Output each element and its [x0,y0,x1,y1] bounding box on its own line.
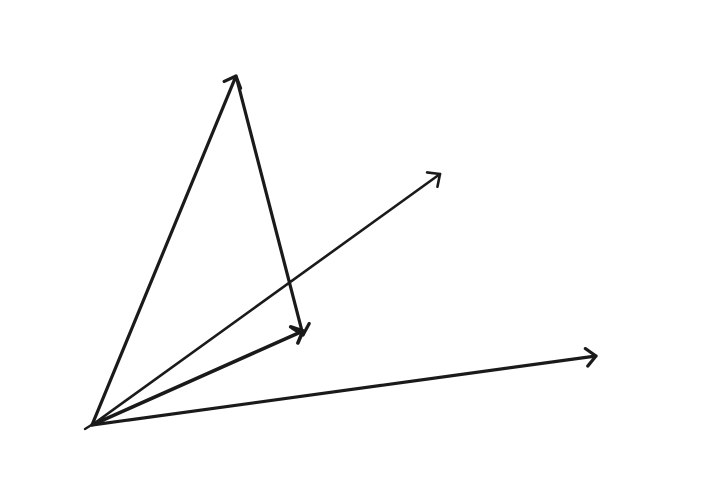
vector-c-shaft [90,329,305,427]
vector-e-arrow [90,346,598,427]
vector-e-arrowhead [583,346,598,368]
vector-d-shaft [90,172,442,427]
origin-tail-mark [83,422,95,431]
vector-e-shaft [90,354,598,427]
vector-c-arrowhead [288,325,305,345]
vector-a-shaft [90,74,238,427]
vector-c-arrow [90,325,305,427]
vector-d-arrowhead [425,171,442,189]
vector-d-arrow [90,171,442,427]
vector-b-shaft [234,74,305,337]
